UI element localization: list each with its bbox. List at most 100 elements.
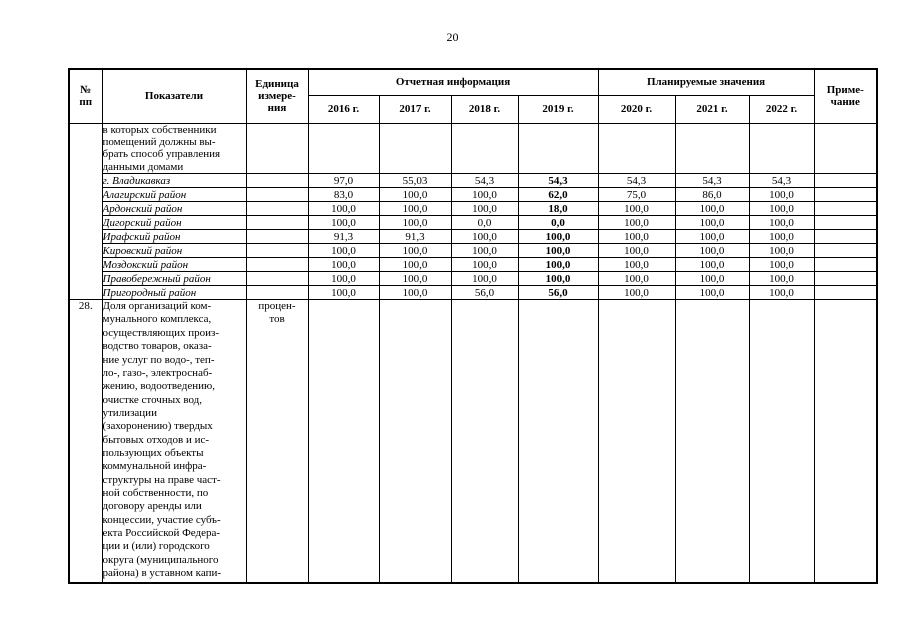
value-cell: 100,0 bbox=[378, 257, 452, 273]
value-cell: 100,0 bbox=[307, 243, 380, 259]
note-cell-empty bbox=[813, 122, 878, 175]
value-cell: 54,3 bbox=[450, 173, 519, 189]
value-cell: 100,0 bbox=[674, 257, 750, 273]
header-year-2021: 2021 г. bbox=[674, 94, 750, 124]
value-cell: 100,0 bbox=[517, 271, 599, 287]
district-row-mozdoksky: Моздокский район 100,0 100,0 100,0 100,0… bbox=[69, 257, 878, 273]
district-row-digorsky: Дигорский район 100,0 100,0 0,0 0,0 100,… bbox=[69, 215, 878, 231]
value-cell: 100,0 bbox=[748, 229, 815, 245]
value-cell: 100,0 bbox=[450, 271, 519, 287]
header-col-unit: Единица измере- ния bbox=[245, 68, 309, 124]
value-cell: 0,0 bbox=[517, 215, 599, 231]
value-cell: 75,0 bbox=[597, 187, 676, 203]
value-cell: 100,0 bbox=[307, 285, 380, 301]
value-cell: 100,0 bbox=[450, 187, 519, 203]
value-cell: 100,0 bbox=[517, 257, 599, 273]
value-cell: 100,0 bbox=[597, 229, 676, 245]
value-cell: 100,0 bbox=[748, 215, 815, 231]
value-cell: 91,3 bbox=[378, 229, 452, 245]
value-cell: 100,0 bbox=[378, 243, 452, 259]
value-cell: 100,0 bbox=[378, 285, 452, 301]
value-cell: 100,0 bbox=[674, 243, 750, 259]
value-cell: 100,0 bbox=[378, 201, 452, 217]
value-cell: 100,0 bbox=[748, 257, 815, 273]
value-cell: 100,0 bbox=[674, 215, 750, 231]
value-cell: 100,0 bbox=[748, 187, 815, 203]
value-cell-empty bbox=[378, 299, 452, 584]
note-cell-empty bbox=[813, 257, 878, 273]
note-cell-empty bbox=[813, 271, 878, 287]
value-cell: 100,0 bbox=[748, 271, 815, 287]
value-cell: 54,3 bbox=[517, 173, 599, 189]
header-year-2018: 2018 г. bbox=[450, 94, 519, 124]
header-row-groups: № пп Показатели Единица измере- ния Отче… bbox=[68, 68, 878, 124]
unit-cell-empty bbox=[245, 257, 309, 273]
value-cell-empty bbox=[517, 122, 599, 175]
unit-cell-empty bbox=[245, 187, 309, 203]
value-cell: 56,0 bbox=[450, 285, 519, 301]
header-year-2017: 2017 г. bbox=[378, 94, 452, 124]
unit-cell-empty bbox=[245, 243, 309, 259]
value-cell-empty bbox=[378, 122, 452, 175]
value-cell: 100,0 bbox=[597, 285, 676, 301]
district-row-prigorodny: Пригородный район 100,0 100,0 56,0 56,0 … bbox=[69, 285, 878, 301]
header-year-2019: 2019 г. bbox=[517, 94, 599, 124]
value-cell: 91,3 bbox=[307, 229, 380, 245]
row-number-cell: 28. bbox=[68, 299, 103, 584]
district-row-pravoberezhny: Правобережный район 100,0 100,0 100,0 10… bbox=[69, 271, 878, 287]
district-name-cell: Пригородный район bbox=[101, 285, 247, 301]
value-cell: 100,0 bbox=[597, 243, 676, 259]
value-cell: 18,0 bbox=[517, 201, 599, 217]
value-cell: 100,0 bbox=[450, 229, 519, 245]
header-year-2022: 2022 г. bbox=[748, 94, 815, 124]
value-cell: 100,0 bbox=[748, 201, 815, 217]
value-cell: 100,0 bbox=[378, 187, 452, 203]
value-cell: 100,0 bbox=[450, 257, 519, 273]
value-cell: 0,0 bbox=[450, 215, 519, 231]
value-cell: 100,0 bbox=[307, 271, 380, 287]
district-row-kirovsky: Кировский район 100,0 100,0 100,0 100,0 … bbox=[69, 243, 878, 259]
note-cell-empty bbox=[813, 187, 878, 203]
value-cell: 56,0 bbox=[517, 285, 599, 301]
row-number-cell-empty bbox=[68, 122, 103, 301]
value-cell: 100,0 bbox=[450, 201, 519, 217]
district-name-cell: Ардонский район bbox=[101, 201, 247, 217]
value-cell-empty bbox=[307, 299, 380, 584]
value-cell-empty bbox=[517, 299, 599, 584]
value-cell: 100,0 bbox=[748, 243, 815, 259]
value-cell: 100,0 bbox=[517, 229, 599, 245]
note-cell-empty bbox=[813, 243, 878, 259]
unit-cell-empty bbox=[245, 285, 309, 301]
value-cell: 100,0 bbox=[307, 257, 380, 273]
value-cell: 100,0 bbox=[378, 215, 452, 231]
value-cell: 100,0 bbox=[597, 201, 676, 217]
value-cell: 100,0 bbox=[307, 201, 380, 217]
header-year-2020: 2020 г. bbox=[597, 94, 676, 124]
value-cell: 54,3 bbox=[597, 173, 676, 189]
value-cell-empty bbox=[748, 299, 815, 584]
district-name-cell: Моздокский район bbox=[101, 257, 247, 273]
indicator-cell: в которых собственники помещений должны … bbox=[101, 122, 247, 175]
value-cell: 86,0 bbox=[674, 187, 750, 203]
value-cell: 100,0 bbox=[378, 271, 452, 287]
value-cell: 83,0 bbox=[307, 187, 380, 203]
header-col-note: Приме- чание bbox=[813, 68, 878, 124]
value-cell-empty bbox=[450, 299, 519, 584]
indicators-table: № пп Показатели Единица измере- ния Отче… bbox=[68, 68, 879, 584]
unit-cell-empty bbox=[245, 122, 309, 175]
note-cell-empty bbox=[813, 215, 878, 231]
value-cell-empty bbox=[674, 122, 750, 175]
value-cell: 100,0 bbox=[307, 215, 380, 231]
value-cell: 100,0 bbox=[597, 271, 676, 287]
header-year-2016: 2016 г. bbox=[307, 94, 380, 124]
page-number: 20 bbox=[446, 30, 459, 44]
row-28: 28. Доля организаций ком- мунального ком… bbox=[68, 299, 878, 584]
district-name-cell: Дигорский район bbox=[101, 215, 247, 231]
value-cell: 54,3 bbox=[748, 173, 815, 189]
unit-cell-empty bbox=[245, 215, 309, 231]
header-group-report: Отчетная информация bbox=[307, 68, 599, 96]
value-cell: 100,0 bbox=[597, 257, 676, 273]
value-cell: 55,03 bbox=[378, 173, 452, 189]
district-name-cell: Алагирский район bbox=[101, 187, 247, 203]
